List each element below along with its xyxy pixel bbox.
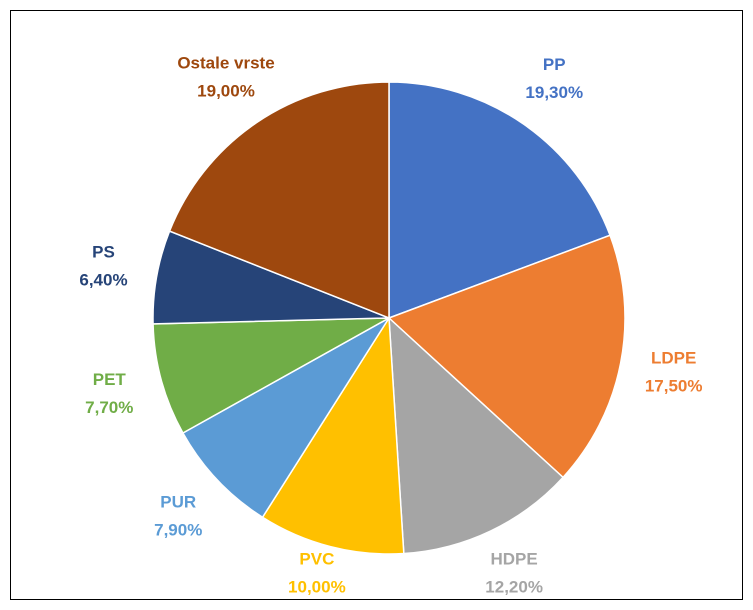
slice-category-label: Ostale vrste (177, 54, 274, 73)
slice-category-label: PS (92, 243, 115, 262)
pie-slice (168, 81, 390, 320)
slice-category-label: PVC (299, 549, 334, 568)
slice-value-label: 19,30% (525, 83, 583, 102)
slice-value-label: 7,70% (85, 398, 133, 417)
slice-category-label: PUR (160, 493, 196, 512)
slice-value-label: 12,20% (485, 577, 543, 596)
slice-value-label: 10,00% (288, 577, 346, 596)
pie-slice (181, 317, 390, 519)
slice-category-label: PP (543, 55, 566, 74)
pie-slice (261, 315, 405, 555)
slice-value-label: 6,40% (79, 271, 127, 290)
slice-category-label: LDPE (651, 349, 696, 368)
slice-value-label: 17,50% (645, 377, 703, 396)
slice-category-label: PET (93, 370, 127, 389)
slice-value-label: 7,90% (154, 521, 202, 540)
slice-value-label: 19,00% (197, 82, 255, 101)
pie-slice (388, 81, 611, 320)
pie-slice (388, 316, 565, 555)
pie-slice (387, 234, 626, 479)
pie-slice (152, 317, 390, 435)
slice-category-label: HDPE (491, 549, 538, 568)
